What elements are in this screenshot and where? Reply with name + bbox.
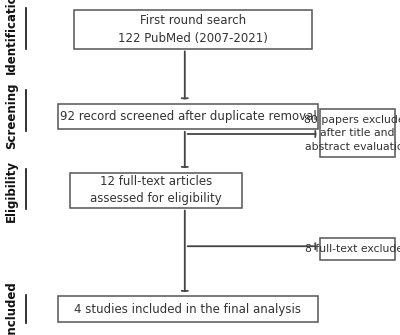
FancyBboxPatch shape — [320, 238, 395, 260]
Text: 4 studies included in the final analysis: 4 studies included in the final analysis — [74, 303, 302, 316]
Text: Screening: Screening — [5, 82, 18, 149]
Text: 92 record screened after duplicate removal: 92 record screened after duplicate remov… — [60, 110, 316, 123]
FancyBboxPatch shape — [58, 104, 318, 129]
Text: 8 full-text excluded: 8 full-text excluded — [305, 244, 400, 254]
Text: Identification: Identification — [5, 0, 18, 74]
Text: 80 papers excluded
after title and
abstract evaluation: 80 papers excluded after title and abstr… — [304, 115, 400, 152]
FancyBboxPatch shape — [74, 10, 312, 49]
Text: Included: Included — [5, 280, 18, 335]
FancyBboxPatch shape — [58, 296, 318, 322]
Text: Eligibility: Eligibility — [5, 160, 18, 222]
FancyBboxPatch shape — [70, 173, 242, 208]
Text: First round search
122 PubMed (2007-2021): First round search 122 PubMed (2007-2021… — [118, 14, 268, 45]
Text: 12 full-text articles
assessed for eligibility: 12 full-text articles assessed for eligi… — [90, 175, 222, 205]
FancyBboxPatch shape — [320, 109, 395, 157]
